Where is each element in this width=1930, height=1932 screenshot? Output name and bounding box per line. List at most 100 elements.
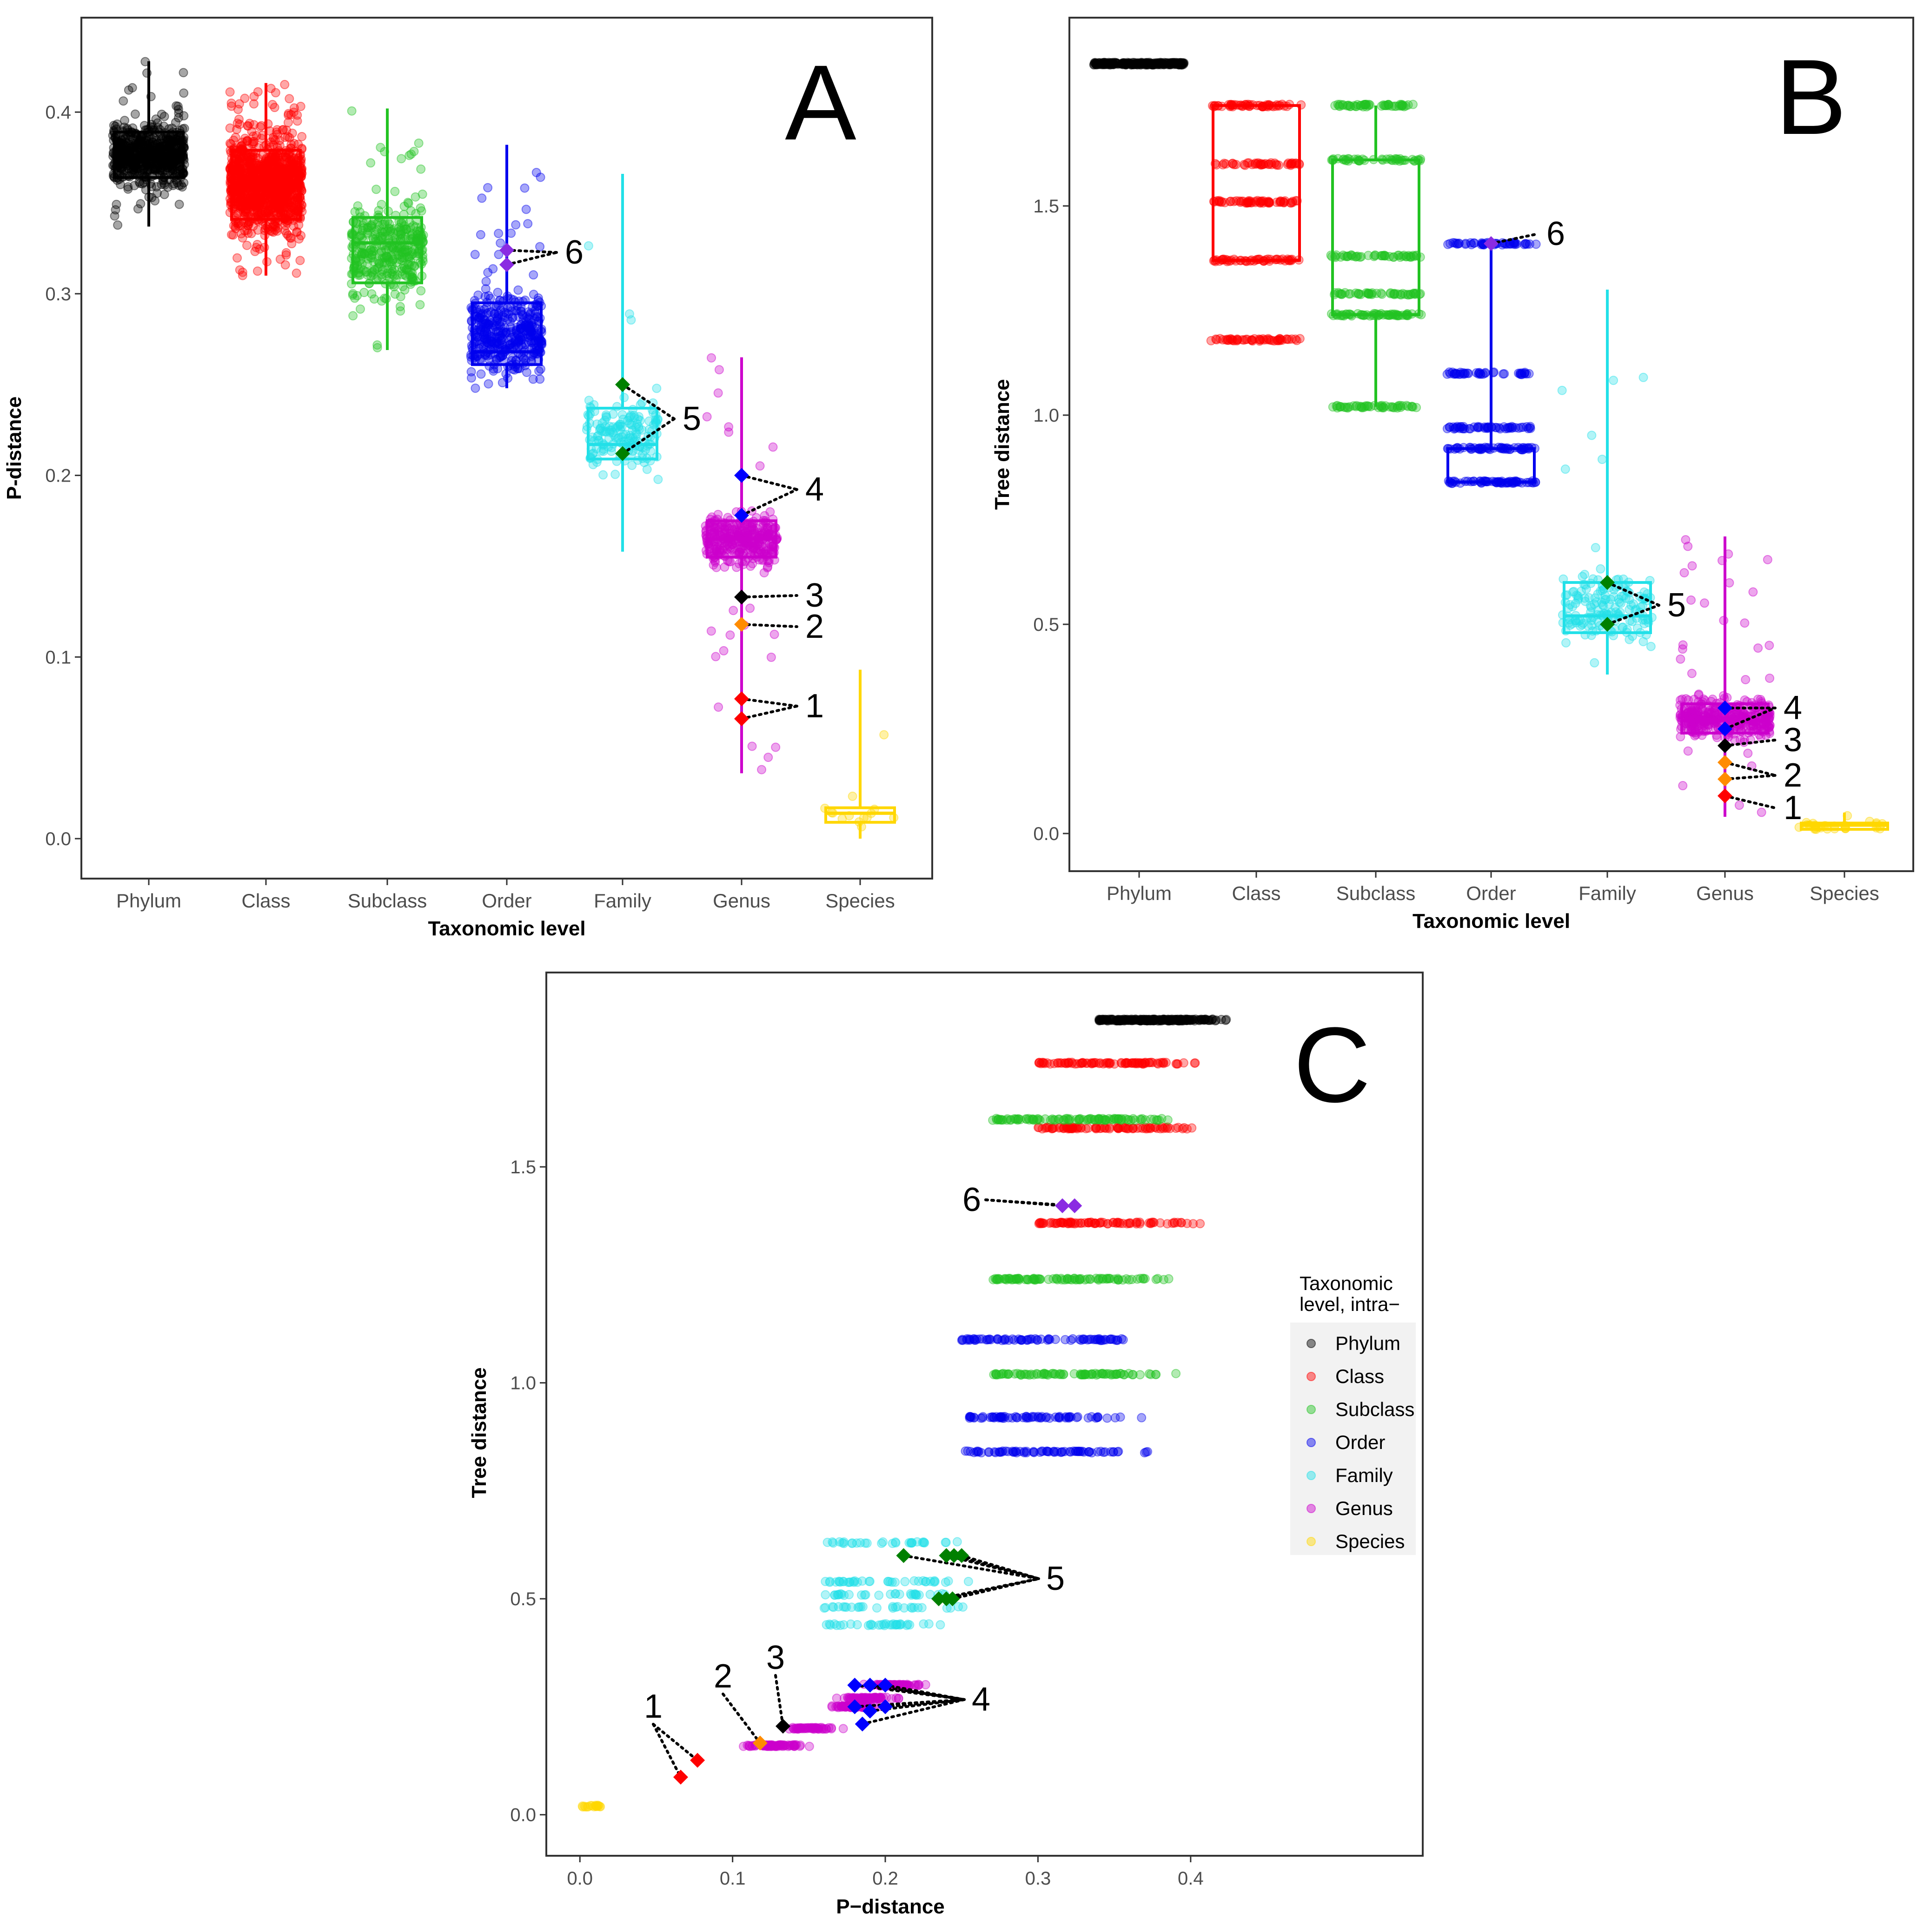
data-point <box>134 205 142 213</box>
panel-letter: B <box>1775 37 1846 157</box>
data-point <box>407 150 415 159</box>
data-point <box>232 171 240 179</box>
data-point <box>711 652 720 661</box>
data-point <box>1396 253 1405 261</box>
data-point <box>720 563 729 571</box>
y-axis-label: P-distance <box>3 397 26 500</box>
data-point <box>709 555 717 563</box>
data-point <box>252 170 260 179</box>
data-point <box>1277 198 1285 206</box>
y-tick-label: 1.0 <box>1033 405 1059 426</box>
data-point <box>625 419 634 428</box>
data-point <box>1251 197 1260 205</box>
data-point <box>585 436 594 444</box>
data-point <box>243 241 251 250</box>
data-point <box>1232 160 1240 169</box>
data-point <box>1679 641 1687 649</box>
data-point <box>398 227 407 235</box>
data-point <box>243 122 252 130</box>
data-point <box>1207 337 1215 345</box>
x-tick-label: Phylum <box>116 890 181 912</box>
data-point <box>484 268 492 277</box>
x-axis-label: P−distance <box>836 1895 945 1918</box>
data-point <box>494 229 503 238</box>
data-point <box>523 368 531 377</box>
y-tick-label: 1.0 <box>510 1373 536 1394</box>
data-point <box>240 94 249 103</box>
data-point <box>280 80 289 89</box>
data-point <box>125 86 133 94</box>
data-point <box>417 165 425 173</box>
data-point <box>378 271 386 279</box>
data-point <box>1754 695 1762 703</box>
annotation-label: 2 <box>1784 757 1802 794</box>
data-point <box>597 447 605 455</box>
data-point <box>467 374 476 382</box>
data-point <box>1451 424 1459 433</box>
data-point <box>1698 705 1707 714</box>
data-point <box>226 124 234 132</box>
data-point <box>1525 423 1534 432</box>
data-point <box>488 324 497 332</box>
data-point <box>524 219 532 228</box>
data-point <box>1511 423 1519 432</box>
data-point <box>1380 101 1389 110</box>
data-point <box>1639 373 1648 382</box>
data-point <box>477 231 485 239</box>
data-point <box>1758 808 1766 816</box>
data-point <box>289 166 298 175</box>
data-point <box>1343 252 1351 261</box>
data-point <box>1260 336 1268 344</box>
data-point <box>1700 599 1709 607</box>
data-point <box>471 384 479 392</box>
data-point <box>378 200 386 209</box>
x-tick-label: Family <box>1578 882 1636 904</box>
data-point <box>524 314 532 323</box>
data-point <box>290 108 298 116</box>
data-point <box>1639 637 1647 646</box>
data-point <box>620 393 628 402</box>
data-point <box>239 268 247 277</box>
x-tick-label: Class <box>1232 882 1280 904</box>
data-point <box>1465 424 1473 433</box>
data-point <box>248 139 256 148</box>
x-tick-label: Species <box>825 890 895 912</box>
data-point <box>1352 403 1360 411</box>
data-point <box>397 154 405 163</box>
x-tick-label: Class <box>241 890 290 912</box>
data-point <box>536 375 544 384</box>
y-tick-label: 1.5 <box>510 1157 536 1178</box>
box-phylum <box>1096 64 1182 66</box>
y-tick-label: 0.2 <box>45 466 71 486</box>
data-point <box>386 258 394 266</box>
x-tick-label: Phylum <box>1107 882 1172 904</box>
data-point <box>1687 596 1695 604</box>
data-point <box>521 184 529 192</box>
x-tick-label: Genus <box>1696 882 1754 904</box>
data-point <box>1590 659 1598 667</box>
data-point <box>759 522 767 530</box>
x-tick-label: Subclass <box>348 890 427 912</box>
data-point <box>1647 642 1655 651</box>
data-point <box>760 569 769 577</box>
data-point <box>769 443 777 451</box>
data-point <box>1357 290 1365 298</box>
data-point <box>226 88 234 96</box>
y-tick-label: 0.0 <box>1033 824 1059 844</box>
data-point <box>175 200 184 209</box>
data-point <box>471 250 479 258</box>
data-point <box>110 121 118 130</box>
y-axis-label: Tree distance <box>991 379 1014 509</box>
data-point <box>1222 160 1230 168</box>
data-point <box>729 606 737 615</box>
data-point <box>358 233 366 242</box>
data-point <box>1474 370 1483 378</box>
data-point <box>285 94 293 103</box>
data-point <box>406 258 415 266</box>
data-point <box>239 234 247 242</box>
data-point <box>496 353 504 361</box>
data-point <box>1684 747 1692 755</box>
data-point <box>367 290 376 298</box>
x-tick-label: 0.2 <box>872 1868 898 1889</box>
